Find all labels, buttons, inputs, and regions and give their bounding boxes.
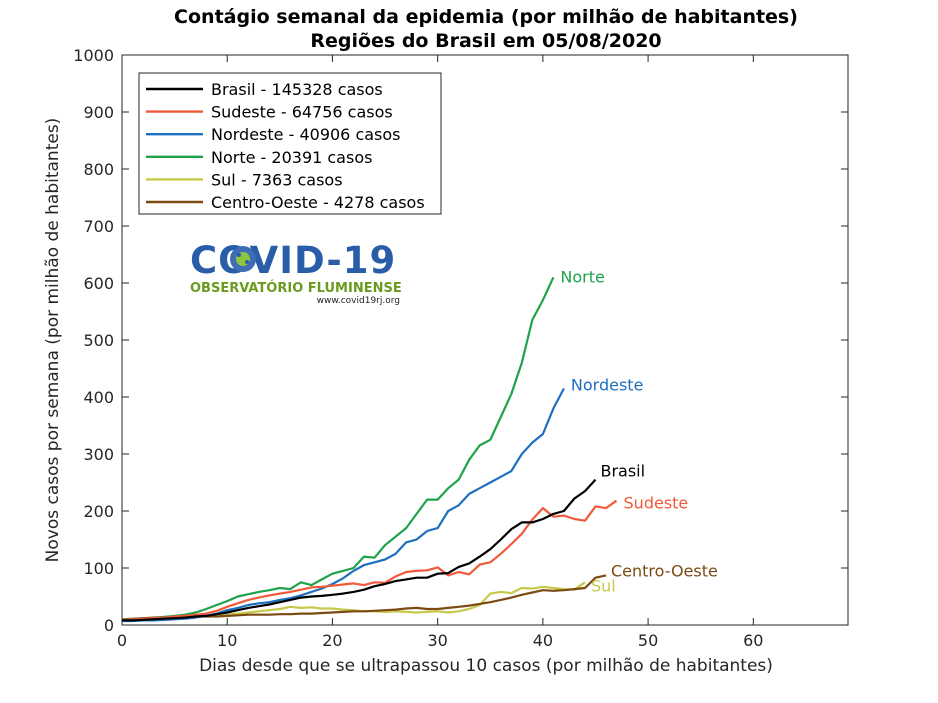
logo-subtitle: OBSERVATÓRIO FLUMINENSE [190, 280, 402, 296]
series-end-labels: Brasil Sudeste Nordeste Norte SulCentro-Oest… [560, 267, 717, 595]
legend-entry: Sudeste - 64756 casos [211, 103, 393, 122]
x-tick-label: 60 [743, 631, 763, 650]
legend-entry: Brasil - 145328 casos [211, 80, 383, 99]
end-label-norte: Norte [560, 267, 604, 286]
logo-url: www.covid19rj.org [317, 296, 400, 306]
y-axis-label: Novos casos por semana (por milhão de ha… [43, 118, 63, 563]
y-tick-label: 600 [83, 274, 114, 293]
end-label-brasil: Brasil [600, 462, 645, 481]
legend-entry: Nordeste - 40906 casos [211, 125, 401, 144]
y-tick-label: 700 [83, 217, 114, 236]
legend-entry: Centro-Oeste - 4278 casos [211, 193, 425, 212]
y-tick-label: 400 [83, 388, 114, 407]
x-tick-label: 30 [427, 631, 447, 650]
x-tick-label: 50 [638, 631, 658, 650]
y-tick-label: 800 [83, 160, 114, 179]
end-label-sudeste: Sudeste [624, 494, 689, 513]
series-line-brasil [122, 478, 597, 622]
y-tick-label: 0 [104, 616, 114, 635]
series-line-norte [122, 276, 555, 621]
legend: Brasil - 145328 casos Sudeste - 64756 cas… [138, 72, 442, 215]
y-tick-label: 900 [83, 103, 114, 122]
x-axis-label: Dias desde que se ultrapassou 10 casos (… [199, 656, 773, 676]
end-label-sul: Sul [591, 576, 616, 595]
covid19-observatorio-logo: COVID-19 OBSERVATÓRIO FLUMINENSE www.cov… [190, 239, 402, 306]
end-label-centro-oeste: Centro-Oeste [611, 561, 718, 580]
y-tick-label: 100 [83, 559, 114, 578]
x-tick-label: 10 [217, 631, 237, 650]
virus-icon [230, 246, 256, 272]
y-tick-label: 500 [83, 331, 114, 350]
y-tick-label: 300 [83, 445, 114, 464]
logo-title: COVID-19 [190, 239, 396, 282]
end-label-nordeste: Nordeste [571, 375, 644, 394]
chart-subtitle: Regiões do Brasil em 05/08/2020 [310, 30, 661, 52]
series-lines [121, 276, 618, 623]
y-tick-label: 200 [83, 502, 114, 521]
x-tick-label: 20 [322, 631, 342, 650]
legend-entry: Sul - 7363 casos [211, 170, 343, 189]
legend-box [138, 72, 442, 215]
y-tick-label: 1000 [73, 46, 114, 65]
x-tick-label: 40 [533, 631, 553, 650]
axis-ticks: 0 10 20 30 40 50 60010020030040050060070080090… [73, 46, 848, 650]
chart-title: Contágio semanal da epidemia (por milhão… [174, 6, 798, 28]
x-tick-label: 0 [117, 631, 127, 650]
series-line-sudeste [121, 499, 618, 621]
legend-entry: Norte - 20391 casos [211, 148, 372, 167]
